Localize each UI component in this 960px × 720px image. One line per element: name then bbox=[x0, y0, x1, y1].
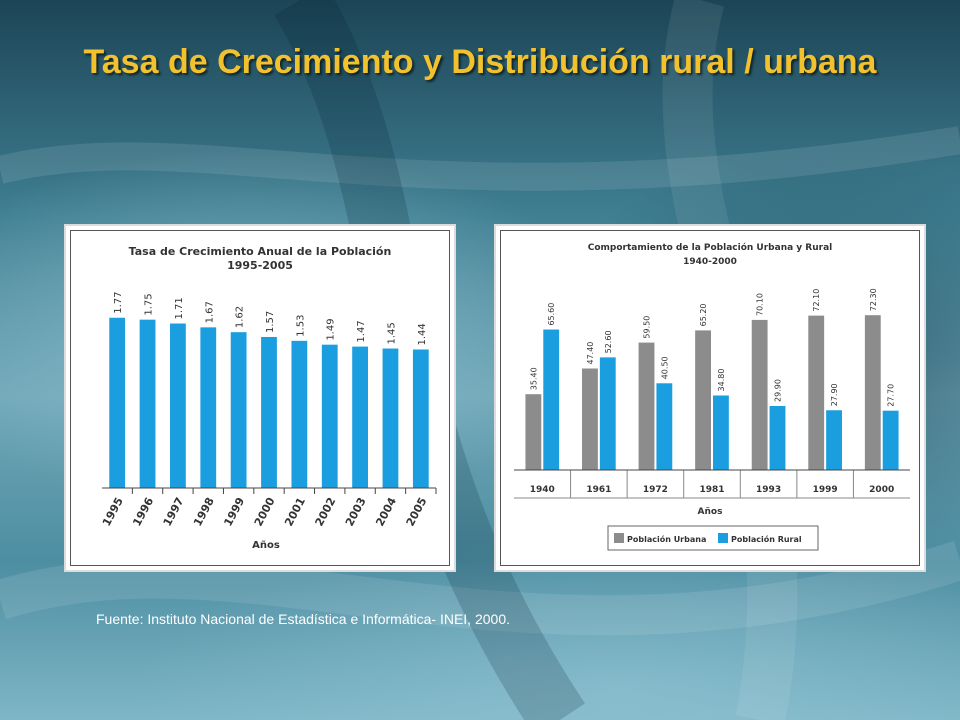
x-tick-label: 1999 bbox=[813, 485, 838, 495]
urban-rural-chart-svg: Comportamiento de la Población Urbana y … bbox=[514, 242, 910, 551]
bar bbox=[200, 327, 217, 488]
bar bbox=[109, 317, 126, 488]
data-label: 1.49 bbox=[326, 318, 337, 340]
data-label: 1.62 bbox=[235, 306, 246, 328]
data-label: 1.57 bbox=[265, 311, 276, 333]
bar bbox=[582, 368, 598, 470]
x-tick-label: 1940 bbox=[530, 485, 555, 495]
data-label: 34.80 bbox=[717, 369, 726, 392]
data-label: 1.67 bbox=[204, 301, 215, 323]
x-axis-label: Años bbox=[698, 507, 723, 517]
growth-rate-chart-svg: Tasa de Crecimiento Anual de la Població… bbox=[100, 245, 437, 551]
legend-swatch bbox=[718, 533, 728, 543]
legend-label: Población Rural bbox=[731, 534, 802, 544]
chart-subtitle: 1940-2000 bbox=[683, 257, 737, 267]
data-label: 1.75 bbox=[144, 293, 155, 315]
legend-label: Población Urbana bbox=[627, 534, 706, 544]
bar bbox=[826, 410, 842, 470]
data-label: 1.71 bbox=[174, 297, 185, 319]
data-label: 70.10 bbox=[756, 293, 765, 316]
x-tick-label: 1961 bbox=[586, 485, 611, 495]
data-label: 40.50 bbox=[660, 356, 669, 379]
x-tick-label: 2000 bbox=[252, 495, 278, 528]
bar bbox=[656, 383, 673, 470]
bar bbox=[412, 349, 429, 488]
x-tick-label: 2000 bbox=[869, 485, 894, 495]
data-label: 1.45 bbox=[386, 322, 397, 344]
x-tick-label: 1999 bbox=[221, 495, 247, 528]
chart-title: Tasa de Crecimiento Anual de la Població… bbox=[129, 245, 392, 258]
x-tick-label: 2001 bbox=[282, 495, 308, 528]
x-tick-label: 2002 bbox=[313, 495, 339, 528]
bar bbox=[170, 323, 186, 488]
data-label: 72.30 bbox=[869, 288, 878, 311]
x-tick-label: 1997 bbox=[161, 495, 187, 528]
source-note: Fuente: Instituto Nacional de Estadístic… bbox=[96, 611, 510, 627]
bar bbox=[261, 336, 277, 488]
chart-title: Comportamiento de la Población Urbana y … bbox=[588, 242, 833, 253]
data-label: 1.44 bbox=[417, 323, 428, 345]
data-label: 1.53 bbox=[295, 315, 306, 337]
data-label: 29.90 bbox=[773, 379, 782, 402]
legend-swatch bbox=[614, 533, 624, 543]
x-tick-label: 2004 bbox=[373, 495, 399, 528]
data-label: 72.10 bbox=[812, 289, 821, 312]
bar bbox=[864, 315, 881, 470]
data-label: 1.77 bbox=[113, 291, 124, 313]
data-label: 65.60 bbox=[547, 303, 556, 326]
x-tick-label: 2005 bbox=[404, 495, 430, 528]
data-label: 27.70 bbox=[887, 384, 896, 407]
urban-rural-chart: Comportamiento de la Población Urbana y … bbox=[494, 224, 926, 572]
legend-box bbox=[607, 525, 819, 551]
bar bbox=[638, 342, 655, 470]
x-tick-label: 1993 bbox=[756, 485, 781, 495]
x-tick-label: 1981 bbox=[699, 485, 724, 495]
bar bbox=[321, 344, 338, 488]
bar bbox=[751, 319, 768, 470]
bar bbox=[808, 315, 825, 470]
data-label: 27.90 bbox=[830, 383, 839, 406]
bar bbox=[352, 346, 368, 488]
data-label: 1.47 bbox=[356, 320, 367, 342]
data-label: 52.60 bbox=[604, 330, 613, 353]
bar bbox=[882, 410, 899, 470]
bar bbox=[230, 332, 247, 488]
x-tick-label: 1972 bbox=[643, 485, 668, 495]
chart-subtitle: 1995-2005 bbox=[227, 259, 293, 272]
bar bbox=[713, 395, 729, 470]
x-tick-label: 1995 bbox=[100, 495, 126, 528]
bar bbox=[139, 319, 156, 488]
bar bbox=[695, 330, 711, 470]
bar bbox=[525, 394, 542, 470]
bar bbox=[769, 405, 786, 470]
x-tick-label: 1996 bbox=[130, 495, 156, 528]
data-label: 65.20 bbox=[699, 303, 708, 326]
bar bbox=[291, 340, 308, 488]
page-title: Tasa de Crecimiento y Distribución rural… bbox=[83, 43, 877, 81]
x-axis-label: Años bbox=[252, 540, 280, 551]
x-tick-label: 2003 bbox=[343, 495, 369, 528]
bar bbox=[382, 348, 399, 488]
growth-rate-chart: Tasa de Crecimiento Anual de la Població… bbox=[64, 224, 456, 572]
data-label: 35.40 bbox=[529, 367, 538, 390]
data-label: 47.40 bbox=[586, 342, 595, 365]
data-label: 59.50 bbox=[643, 316, 652, 339]
bar bbox=[599, 357, 616, 470]
x-tick-label: 1998 bbox=[191, 495, 217, 528]
bar bbox=[543, 329, 560, 470]
